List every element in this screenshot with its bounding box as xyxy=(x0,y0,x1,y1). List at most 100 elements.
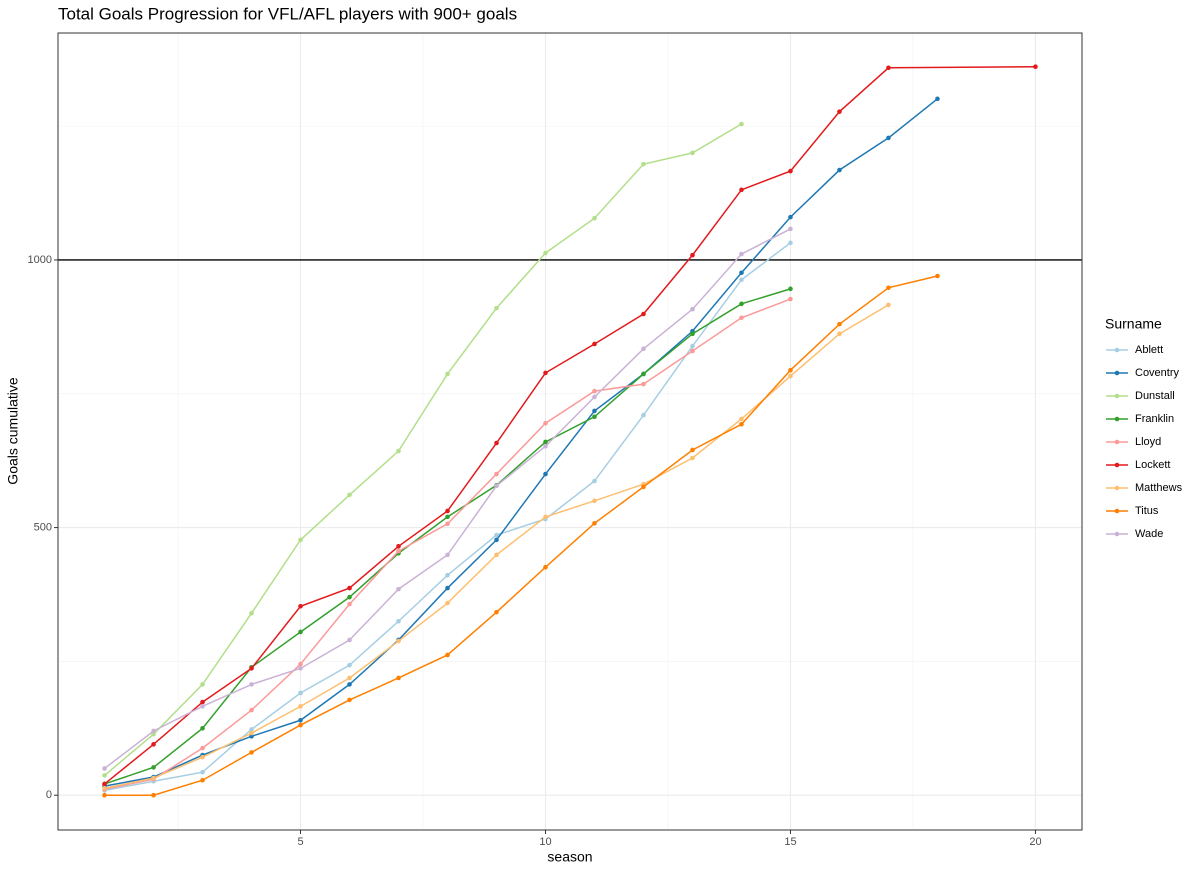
data-point xyxy=(592,498,597,504)
data-point xyxy=(543,420,548,426)
data-point xyxy=(200,769,205,775)
legend-label: Wade xyxy=(1135,528,1163,540)
data-point xyxy=(788,214,793,220)
data-point xyxy=(739,270,744,276)
data-point xyxy=(249,730,254,736)
data-point xyxy=(788,373,793,379)
data-point xyxy=(739,416,744,422)
legend-swatch-point xyxy=(1114,462,1120,468)
data-point xyxy=(102,773,107,778)
data-point xyxy=(347,675,352,681)
data-point xyxy=(347,637,352,643)
data-point xyxy=(592,408,597,414)
data-point xyxy=(396,618,401,624)
data-point xyxy=(788,168,793,174)
data-point xyxy=(543,439,548,445)
data-point xyxy=(298,717,303,723)
data-point xyxy=(494,532,499,538)
data-point xyxy=(102,785,107,791)
data-point xyxy=(837,109,842,114)
legend-swatch-point xyxy=(1114,439,1120,445)
data-point xyxy=(249,734,254,739)
data-point xyxy=(788,226,793,232)
data-point xyxy=(298,537,303,543)
data-point xyxy=(445,552,450,558)
data-point xyxy=(298,603,303,609)
x-tick-label: 15 xyxy=(784,836,796,848)
data-point xyxy=(592,478,597,484)
data-point xyxy=(200,745,205,751)
data-point xyxy=(739,315,744,321)
data-point xyxy=(739,251,744,257)
data-point xyxy=(690,348,695,354)
data-point xyxy=(837,321,842,327)
data-point xyxy=(494,440,499,446)
data-point xyxy=(1033,64,1038,70)
data-point xyxy=(494,471,499,477)
data-point xyxy=(249,666,254,671)
data-point xyxy=(886,285,891,291)
legend-label: Ablett xyxy=(1135,344,1163,356)
data-point xyxy=(249,727,254,732)
data-point xyxy=(102,781,107,787)
data-point xyxy=(886,65,891,71)
legend-label: Franklin xyxy=(1135,413,1174,425)
data-point xyxy=(690,252,695,258)
data-point xyxy=(690,150,695,156)
data-point xyxy=(396,548,401,554)
data-point xyxy=(347,594,352,600)
y-tick-label: 1000 xyxy=(28,254,52,266)
data-point xyxy=(445,572,450,578)
data-point xyxy=(690,447,695,453)
data-point xyxy=(543,370,548,376)
panel-border xyxy=(57,32,1083,831)
legend-swatch-point xyxy=(1114,485,1120,491)
data-point xyxy=(347,697,352,703)
data-point xyxy=(396,586,401,592)
data-point xyxy=(739,187,744,193)
data-point xyxy=(788,286,793,292)
data-point xyxy=(102,792,107,798)
legend-label: Matthews xyxy=(1135,482,1183,494)
data-point xyxy=(102,766,107,771)
data-point xyxy=(396,638,401,644)
data-point xyxy=(347,585,352,591)
data-point xyxy=(347,492,352,498)
data-point xyxy=(592,388,597,394)
data-point xyxy=(935,273,940,279)
data-point xyxy=(837,331,842,337)
x-tick-label: 5 xyxy=(297,836,303,848)
data-point xyxy=(641,412,646,418)
data-point xyxy=(543,471,548,477)
data-point xyxy=(200,726,205,731)
data-point xyxy=(347,662,352,668)
data-point xyxy=(543,564,548,570)
data-point xyxy=(347,682,352,687)
data-point xyxy=(935,96,940,102)
legend-label: Coventry xyxy=(1135,367,1180,379)
x-axis-label: season xyxy=(547,849,592,865)
data-point xyxy=(739,421,744,427)
data-point xyxy=(739,301,744,307)
legend-swatch-point xyxy=(1114,416,1120,422)
y-axis-label: Goals cumulative xyxy=(5,377,21,485)
data-point xyxy=(151,731,156,737)
data-point xyxy=(151,792,156,798)
data-point xyxy=(200,699,205,705)
series-line xyxy=(104,123,742,776)
data-point xyxy=(592,394,597,400)
x-tick-label: 10 xyxy=(539,836,551,848)
data-point xyxy=(445,600,450,606)
data-point xyxy=(788,296,793,302)
data-point xyxy=(298,629,303,635)
data-point xyxy=(641,311,646,317)
data-point xyxy=(592,414,597,420)
data-point xyxy=(592,520,597,526)
data-point xyxy=(445,585,450,591)
data-point xyxy=(690,331,695,337)
data-point xyxy=(200,754,205,760)
data-point xyxy=(641,484,646,490)
legend-label: Lockett xyxy=(1135,459,1170,471)
data-point xyxy=(298,690,303,696)
data-point xyxy=(298,704,303,709)
